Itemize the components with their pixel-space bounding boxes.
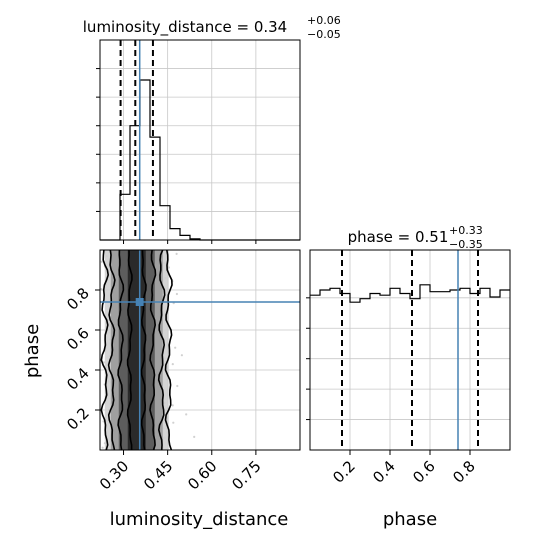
y-tick-label: 0.8 [63,284,93,314]
sample-point [171,404,174,407]
contour-line [100,249,110,451]
sample-point [100,288,103,291]
marginal-luminosity-distance-minus: −0.05 [307,28,341,41]
panel-frame [99,249,301,451]
xlabel-luminosity-distance: luminosity_distance [110,509,289,530]
x-tick-label: 0.45 [140,457,176,493]
sample-point [100,260,103,263]
x-tick-label: 0.4 [369,457,399,487]
panel-frame [99,39,301,241]
truth-marker [135,298,144,306]
sample-point [180,354,183,357]
ylabel-phase: phase [22,324,43,378]
contour-line [117,249,125,451]
histogram-luminosity-distance [100,79,300,241]
panel-frame [309,249,511,451]
sample-point [171,363,174,366]
sample-point [102,361,106,364]
contour-line [140,249,147,451]
contour-line [157,249,166,451]
contour-line [164,249,173,451]
marginal-phase-minus: −0.35 [449,238,483,251]
y-tick-label: 0.4 [63,364,93,394]
contour-line [149,249,157,451]
sample-point [185,413,188,416]
histogram-phase [310,284,510,303]
joint-density-panel: 0.30 0.45 0.60 0.75 0.2 0.4 0.6 0.8 [63,249,301,493]
x-tick-label: 0.2 [329,457,359,487]
contour-line [126,249,133,450]
marginal-luminosity-distance-panel [96,39,301,244]
xlabel-phase: phase [383,509,437,530]
sample-point [175,292,178,296]
sample-point [193,435,196,438]
marginal-luminosity-distance-plus: +0.06 [307,14,341,27]
marginal-phase-plus: +0.33 [449,224,483,237]
x-tick-label: 0.6 [409,457,439,487]
sample-point [101,446,104,449]
y-tick-label: 0.6 [63,324,93,354]
sample-point [174,346,177,349]
sample-point [176,384,179,388]
sample-point [175,252,178,255]
y-tick-label: 0.2 [63,404,93,434]
x-tick-label: 0.75 [228,457,264,493]
x-tick-label: 0.60 [184,457,220,493]
marginal-luminosity-distance-title: luminosity_distance = 0.34 [83,18,287,37]
contour-line [107,249,116,451]
marginal-phase-panel: 0.2 0.4 0.6 0.8 [306,249,511,487]
x-tick-label: 0.30 [96,457,132,493]
x-tick-label: 0.8 [449,457,479,487]
marginal-phase-title: phase = 0.51 [348,228,449,246]
sample-point [172,421,175,424]
